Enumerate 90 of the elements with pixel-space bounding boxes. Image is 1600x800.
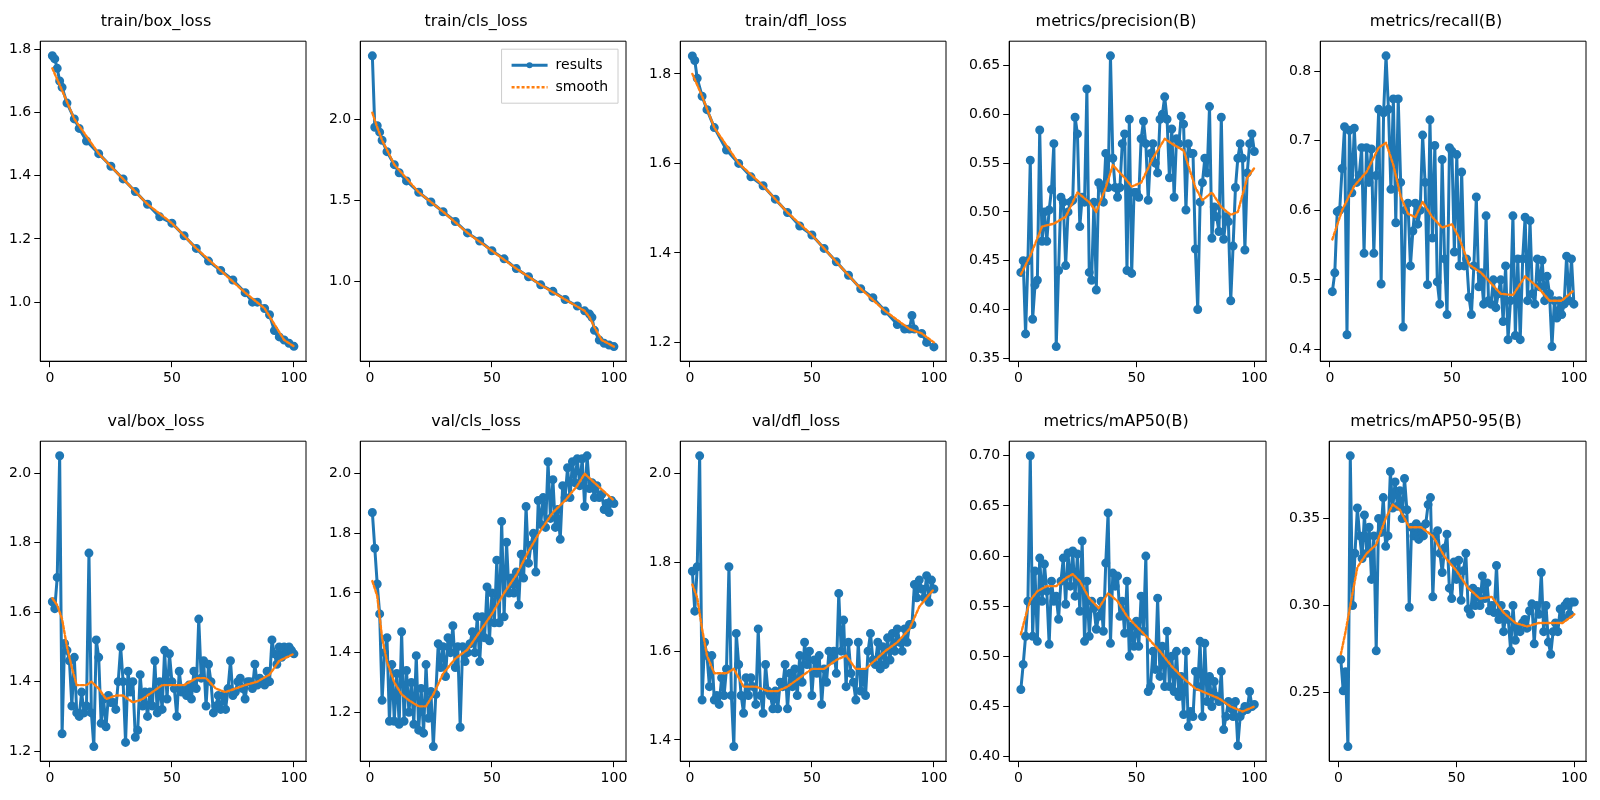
chart-title: train/dfl_loss [745, 10, 847, 31]
y-tick-label: 1.2 [649, 333, 672, 350]
chart-title: metrics/recall(B) [1369, 10, 1503, 30]
y-tick-label: 1.8 [649, 64, 672, 81]
x-tick-label: 100 [920, 769, 948, 786]
y-tick-label: 0.50 [969, 647, 1001, 664]
y-tick-label: 1.2 [9, 741, 32, 758]
x-tick-label: 0 [685, 369, 695, 386]
x-tick-label: 50 [803, 369, 821, 386]
x-tick-label: 100 [1560, 369, 1588, 386]
y-tick-label: 0.4 [1289, 340, 1312, 357]
x-tick-label: 0 [1325, 369, 1335, 386]
y-tick-label: 0.65 [969, 496, 1001, 513]
chart-title: val/cls_loss [431, 410, 521, 431]
y-tick-label: 0.50 [969, 202, 1001, 219]
x-tick-label: 100 [600, 369, 628, 386]
y-tick-label: 0.25 [1289, 683, 1321, 700]
chart-title: val/dfl_loss [751, 410, 841, 431]
x-tick-label: 0 [365, 369, 375, 386]
y-tick-label: 2.0 [649, 464, 672, 481]
y-tick-label: 1.5 [329, 191, 352, 208]
y-tick-label: 1.8 [649, 553, 672, 570]
y-tick-label: 1.6 [329, 583, 352, 600]
legend-label: results [555, 55, 603, 72]
chart-title: metrics/precision(B) [1035, 10, 1197, 30]
y-tick-label: 1.8 [9, 40, 32, 57]
legend-label: smooth [555, 77, 609, 94]
x-tick-label: 0 [45, 769, 55, 786]
y-tick-label: 0.55 [969, 596, 1001, 613]
x-tick-label: 50 [1443, 369, 1461, 386]
y-tick-label: 0.5 [1289, 270, 1312, 287]
y-tick-label: 0.30 [1289, 596, 1321, 613]
y-tick-label: 0.45 [969, 697, 1001, 714]
x-tick-label: 100 [600, 769, 628, 786]
y-tick-label: 0.60 [969, 546, 1001, 563]
x-tick-label: 100 [1240, 769, 1268, 786]
y-tick-label: 1.0 [329, 272, 352, 289]
y-tick-label: 1.8 [9, 533, 32, 550]
y-tick-label: 1.6 [9, 103, 32, 120]
x-tick-label: 50 [163, 369, 181, 386]
x-tick-label: 50 [1447, 769, 1466, 786]
x-tick-label: 0 [1334, 769, 1343, 786]
x-tick-label: 100 [280, 369, 308, 386]
y-tick-label: 0.40 [969, 300, 1001, 317]
y-tick-label: 0.35 [1289, 509, 1321, 526]
y-tick-label: 1.4 [649, 243, 672, 260]
y-tick-label: 0.45 [969, 251, 1001, 268]
chart-title: val/box_loss [107, 410, 205, 431]
y-tick-label: 2.0 [9, 463, 32, 480]
x-tick-label: 50 [483, 369, 501, 386]
x-tick-label: 50 [1127, 369, 1146, 386]
x-tick-label: 0 [1014, 369, 1023, 386]
y-tick-label: 2.0 [329, 109, 352, 126]
y-tick-label: 1.4 [649, 730, 672, 747]
y-tick-label: 0.55 [969, 153, 1001, 170]
x-tick-label: 0 [1014, 769, 1023, 786]
y-tick-label: 0.70 [969, 446, 1001, 463]
y-tick-label: 1.4 [9, 672, 32, 689]
y-tick-label: 0.7 [1289, 131, 1312, 148]
chart-title: metrics/mAP50(B) [1043, 410, 1189, 430]
y-tick-label: 1.4 [9, 166, 32, 183]
y-tick-label: 1.2 [329, 702, 352, 719]
y-tick-label: 1.6 [9, 602, 32, 619]
x-tick-label: 50 [803, 769, 821, 786]
x-tick-label: 50 [163, 769, 181, 786]
x-tick-label: 0 [365, 769, 375, 786]
y-tick-label: 0.65 [969, 56, 1001, 73]
chart-title: train/cls_loss [424, 10, 528, 31]
y-tick-label: 1.2 [9, 229, 32, 246]
x-tick-label: 100 [920, 369, 948, 386]
x-tick-label: 50 [1127, 769, 1146, 786]
x-tick-label: 100 [1560, 769, 1588, 786]
y-tick-label: 0.6 [1289, 200, 1312, 217]
y-tick-label: 1.8 [329, 523, 352, 540]
x-tick-label: 100 [280, 769, 308, 786]
y-tick-label: 0.40 [969, 747, 1001, 764]
y-tick-label: 1.6 [649, 641, 672, 658]
x-tick-label: 50 [483, 769, 501, 786]
x-tick-label: 100 [1240, 369, 1268, 386]
y-tick-label: 1.6 [649, 154, 672, 171]
chart-title: train/box_loss [100, 10, 212, 31]
y-tick-label: 2.0 [329, 464, 352, 481]
x-tick-label: 0 [685, 769, 695, 786]
y-tick-label: 1.4 [329, 643, 352, 660]
chart-title: metrics/mAP50-95(B) [1350, 410, 1522, 430]
x-tick-label: 0 [45, 369, 55, 386]
y-tick-label: 1.0 [9, 292, 32, 309]
y-tick-label: 0.35 [969, 348, 1001, 365]
y-tick-label: 0.60 [969, 105, 1001, 122]
y-tick-label: 0.8 [1289, 61, 1312, 78]
